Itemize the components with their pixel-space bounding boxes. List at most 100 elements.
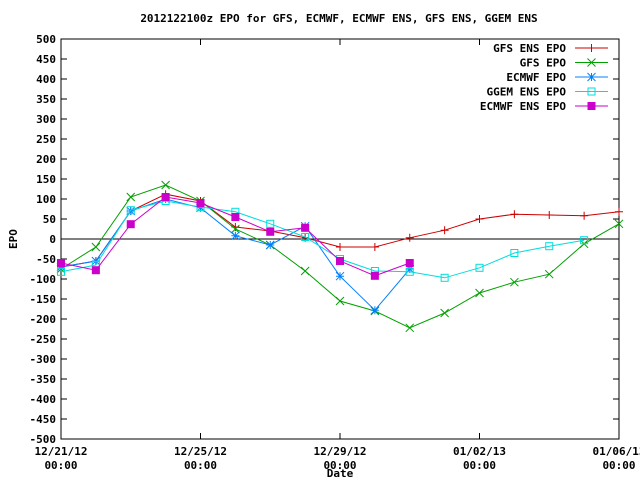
x-tick-label-time: 00:00	[323, 459, 356, 472]
x-axis: 12/21/1200:0012/25/1200:0012/29/1200:000…	[35, 39, 640, 472]
y-tick-label: -50	[36, 253, 56, 266]
series-layer	[56, 180, 624, 333]
series-line	[60, 200, 585, 279]
y-tick-label: -100	[30, 273, 57, 286]
data-point	[126, 192, 136, 202]
x-tick-label-time: 00:00	[44, 459, 77, 472]
y-tick-label: -200	[30, 313, 57, 326]
legend-label: GGEM ENS EPO	[487, 86, 567, 99]
data-point	[126, 206, 135, 215]
data-point	[370, 305, 380, 315]
chart-title: 2012122100z EPO for GFS, ECMWF, ECMWF EN…	[140, 12, 537, 25]
data-point	[57, 259, 65, 267]
data-point	[405, 233, 414, 242]
y-tick-label: 0	[49, 233, 56, 246]
data-point	[266, 227, 275, 236]
x-tick-label: 12/29/12	[314, 445, 367, 458]
data-point	[405, 323, 415, 333]
y-tick-label: 350	[36, 93, 56, 106]
legend-label: ECMWF ENS EPO	[480, 100, 566, 113]
data-point	[475, 263, 484, 272]
series-line	[60, 193, 620, 268]
data-point	[440, 226, 449, 235]
data-point	[614, 219, 624, 229]
data-point	[510, 210, 519, 219]
data-point	[231, 213, 240, 221]
y-tick-label: -300	[30, 353, 57, 366]
data-point	[335, 296, 345, 306]
data-point	[161, 180, 170, 190]
data-point	[57, 267, 65, 276]
y-tick-label: 100	[36, 193, 56, 206]
data-point	[301, 223, 310, 232]
y-tick-label: 50	[43, 213, 56, 226]
legend-marker	[587, 87, 596, 96]
data-point	[510, 277, 519, 287]
data-point	[91, 242, 101, 252]
data-point	[580, 236, 589, 245]
y-axis: -500-450-400-350-300-250-200-150-100-500…	[30, 33, 619, 446]
data-point	[545, 242, 554, 251]
y-tick-label: -400	[30, 393, 57, 406]
data-point	[405, 259, 414, 267]
data-point	[300, 266, 310, 276]
data-point	[405, 267, 414, 276]
y-tick-label: 500	[36, 33, 56, 46]
x-tick-label: 01/02/13	[453, 445, 506, 458]
y-tick-label: -350	[30, 373, 57, 386]
y-tick-label: 300	[36, 113, 56, 126]
y-tick-label: -500	[30, 433, 57, 446]
x-tick-label-time: 00:00	[602, 459, 635, 472]
y-tick-label: -450	[30, 413, 57, 426]
data-point	[545, 211, 554, 219]
legend-marker	[587, 44, 596, 52]
data-point	[440, 273, 449, 282]
data-point	[231, 224, 240, 234]
y-tick-label: 150	[36, 173, 56, 186]
data-point	[615, 207, 623, 216]
data-point	[405, 264, 415, 274]
data-point	[370, 243, 379, 251]
data-point	[510, 249, 519, 257]
legend-label: ECMWF EPO	[506, 71, 566, 84]
x-axis-label: Date	[327, 467, 354, 480]
y-tick-label: 400	[36, 73, 56, 86]
data-point	[161, 193, 170, 201]
data-point	[266, 219, 275, 228]
legend-marker	[587, 102, 596, 110]
data-point	[196, 199, 205, 207]
series-2	[56, 194, 415, 315]
series-1	[56, 180, 624, 333]
legend-marker	[587, 72, 596, 82]
legend-label: GFS EPO	[520, 57, 567, 70]
data-point	[580, 211, 589, 220]
data-point	[336, 257, 344, 265]
x-tick-label: 01/06/13	[593, 445, 640, 458]
y-tick-label: 250	[36, 133, 56, 146]
legend-marker	[587, 58, 596, 67]
y-tick-label: 450	[36, 53, 56, 66]
data-point	[196, 203, 205, 213]
y-tick-label: -150	[30, 293, 57, 306]
data-point	[336, 243, 344, 251]
y-tick-label: 200	[36, 153, 56, 166]
data-point	[440, 308, 449, 318]
series-4	[57, 193, 414, 280]
data-point	[544, 269, 554, 279]
data-point	[231, 231, 240, 241]
data-point	[475, 288, 484, 298]
data-point	[335, 271, 345, 281]
data-point	[301, 233, 310, 241]
x-tick-label-time: 00:00	[184, 459, 217, 472]
data-point	[126, 220, 135, 229]
x-tick-label: 12/25/12	[174, 445, 227, 458]
data-point	[91, 266, 100, 275]
y-axis-label: EPO	[7, 229, 20, 249]
x-tick-label: 12/21/12	[35, 445, 88, 458]
data-point	[265, 240, 275, 250]
legend-label: GFS ENS EPO	[493, 42, 566, 55]
x-tick-label-time: 00:00	[463, 459, 496, 472]
data-point	[475, 215, 484, 223]
